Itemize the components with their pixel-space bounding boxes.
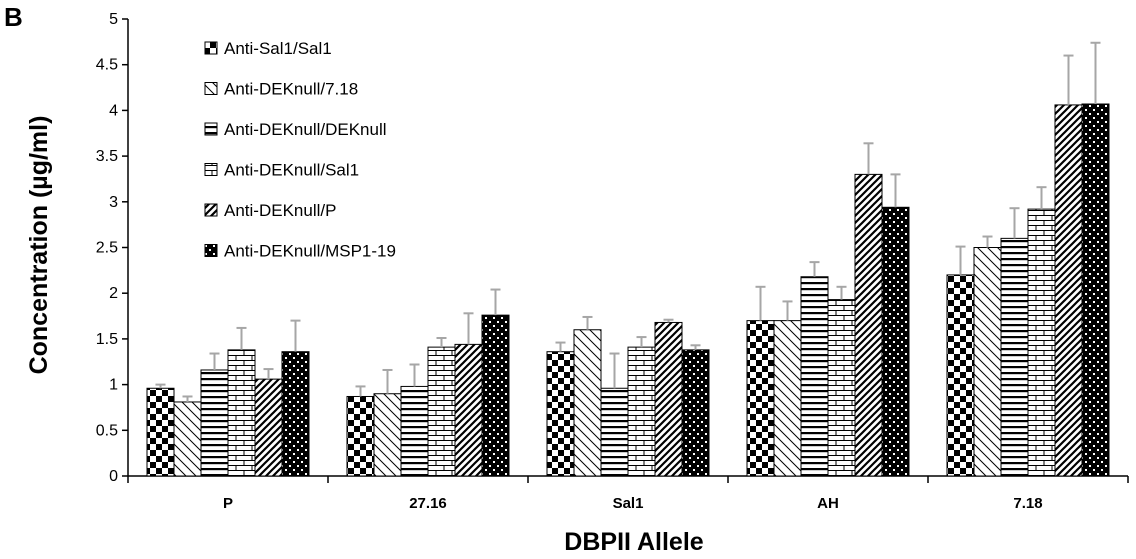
y-tick-label: 1 bbox=[109, 377, 118, 394]
bar bbox=[881, 206, 910, 477]
legend-swatch bbox=[204, 82, 218, 95]
bar bbox=[1054, 104, 1083, 477]
x-tick-label: P bbox=[223, 495, 233, 512]
bar bbox=[773, 320, 802, 477]
legend-label: Anti-DEKnull/7.18 bbox=[224, 80, 358, 99]
bar bbox=[227, 349, 256, 477]
y-tick-label: 0 bbox=[109, 468, 118, 485]
bar bbox=[481, 314, 510, 477]
bar bbox=[200, 369, 229, 477]
x-axis-title: DBPII Allele bbox=[564, 528, 703, 556]
legend-swatch bbox=[204, 41, 218, 55]
legend-label: Anti-Sal1/Sal1 bbox=[224, 39, 332, 58]
bar bbox=[746, 320, 775, 477]
panel-label: B bbox=[4, 2, 23, 32]
bar bbox=[281, 351, 310, 477]
legend-swatch bbox=[204, 244, 218, 257]
legend-swatch bbox=[204, 122, 218, 136]
bar bbox=[1081, 103, 1110, 477]
y-tick-label: 1.5 bbox=[96, 331, 118, 348]
y-tick-label: 5 bbox=[109, 11, 118, 28]
error-bars bbox=[155, 41, 1101, 402]
y-tick-label: 3.5 bbox=[96, 148, 118, 165]
bar bbox=[854, 173, 883, 477]
legend-label: Anti-DEKnull/DEKnull bbox=[224, 120, 387, 139]
y-tick-label: 3 bbox=[109, 194, 118, 211]
bar bbox=[946, 274, 975, 477]
y-axis-title: Concentration (µg/ml) bbox=[25, 116, 53, 375]
legend: Anti-Sal1/Sal1 Anti-DEKnull/7.18 Anti-DEKn… bbox=[204, 39, 396, 261]
bar bbox=[173, 401, 202, 477]
bar bbox=[346, 395, 375, 477]
legend-swatch bbox=[204, 163, 218, 176]
legend-label: Anti-DEKnull/P bbox=[224, 201, 336, 220]
x-tick-label: 27.16 bbox=[409, 495, 447, 512]
bars bbox=[146, 103, 1110, 477]
bar bbox=[427, 346, 456, 477]
bar bbox=[373, 393, 402, 477]
y-tick-label: 0.5 bbox=[96, 422, 118, 439]
bar bbox=[800, 276, 829, 477]
x-tick-label: Sal1 bbox=[613, 495, 644, 512]
y-tick-label: 2 bbox=[109, 285, 118, 302]
bar bbox=[254, 378, 283, 477]
y-tick-label: 4.5 bbox=[96, 57, 118, 74]
bar bbox=[1000, 237, 1029, 477]
y-tick-label: 4 bbox=[109, 102, 118, 119]
y-tick-label: 2.5 bbox=[96, 240, 118, 257]
bar bbox=[1027, 208, 1056, 477]
bar bbox=[681, 349, 710, 477]
x-tick-label: AH bbox=[817, 495, 839, 512]
legend-label: Anti-DEKnull/Sal1 bbox=[224, 161, 359, 180]
bar bbox=[454, 343, 483, 477]
bar bbox=[627, 346, 656, 477]
bar bbox=[654, 321, 683, 477]
y-axis: 0 0.5 1 1.5 2 2.5 3 3.5 4 4.5 5 bbox=[96, 11, 129, 485]
bar bbox=[400, 385, 429, 477]
legend-label: Anti-DEKnull/MSP1-19 bbox=[224, 242, 396, 261]
bar bbox=[546, 351, 575, 477]
bar bbox=[827, 299, 856, 477]
bar bbox=[973, 247, 1002, 477]
bar bbox=[146, 387, 175, 477]
legend-swatch bbox=[204, 203, 218, 217]
x-axis: P 27.16 Sal1 AH 7.18 bbox=[127, 475, 1129, 512]
bar bbox=[600, 387, 629, 477]
bar bbox=[573, 329, 602, 477]
x-tick-label: 7.18 bbox=[1013, 495, 1042, 512]
